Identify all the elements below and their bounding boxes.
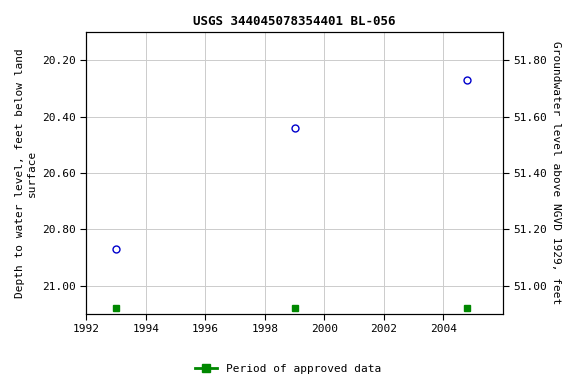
Legend: Period of approved data: Period of approved data	[191, 359, 385, 379]
Title: USGS 344045078354401 BL-056: USGS 344045078354401 BL-056	[194, 15, 396, 28]
Y-axis label: Groundwater level above NGVD 1929, feet: Groundwater level above NGVD 1929, feet	[551, 41, 561, 305]
Y-axis label: Depth to water level, feet below land
surface: Depth to water level, feet below land su…	[15, 48, 37, 298]
